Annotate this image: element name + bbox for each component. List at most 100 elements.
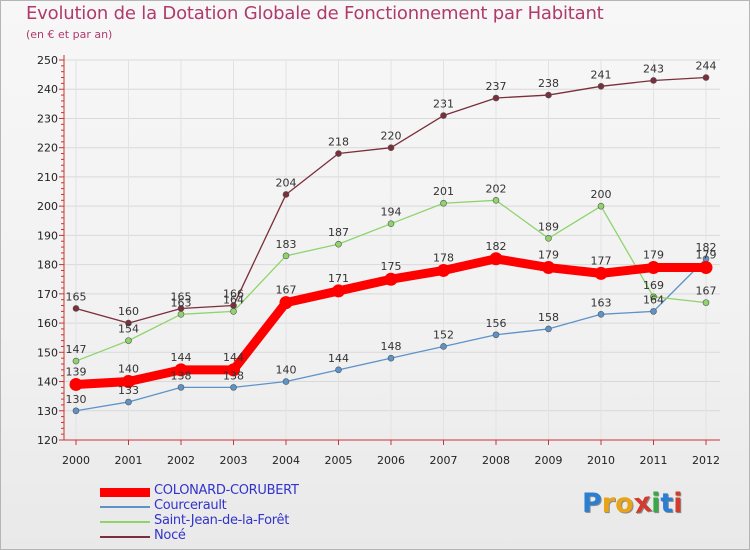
data-point-courcerault [650,308,657,315]
data-label-saint-jean-de-la-for-t: 194 [381,206,402,219]
data-point-noc [545,91,552,99]
logo-letter: i [673,488,683,519]
y-tick-label: 120 [37,434,58,447]
legend-label: Courcerault [154,498,227,513]
y-tick-label: 230 [37,112,58,125]
data-label-saint-jean-de-la-for-t: 147 [66,343,87,356]
data-label-colonard-corubert: 139 [66,365,87,378]
logo-letter: i [651,488,661,519]
data-point-colonard-corubert [69,377,83,391]
data-label-noc: 241 [591,68,612,81]
x-tick-label: 2010 [587,454,615,467]
data-label-saint-jean-de-la-for-t: 202 [486,182,507,195]
y-tick-label: 250 [37,54,58,67]
legend-swatch [100,536,150,538]
logo-letter: o [615,488,634,519]
data-point-courcerault [72,407,80,415]
data-label-noc: 243 [643,62,664,75]
data-point-colonard-corubert [174,363,188,377]
logo-letter: t [660,488,674,519]
legend-swatch [100,506,150,508]
x-tick-label: 2008 [482,454,510,467]
legend-item: Courcerault [100,498,420,515]
data-label-colonard-corubert: 179 [643,249,664,262]
data-point-noc [72,305,80,312]
legend-item: Saint-Jean-de-la-Forêt [100,513,420,530]
data-label-colonard-corubert: 178 [433,251,454,264]
data-point-noc [125,319,132,327]
data-label-colonard-corubert: 140 [118,363,139,376]
data-point-noc [387,144,395,151]
data-label-colonard-corubert: 179 [538,249,559,262]
data-label-saint-jean-de-la-for-t: 187 [328,226,349,239]
data-point-colonard-corubert [437,263,450,277]
y-tick-label: 150 [37,346,58,359]
data-label-noc: 231 [433,98,454,111]
data-label-courcerault: 138 [223,369,244,382]
data-point-courcerault [335,366,342,374]
grid-lines [64,59,720,440]
data-point-noc [440,112,447,119]
data-label-courcerault: 158 [538,311,559,324]
x-tick-label: 2005 [325,454,353,467]
data-point-saint-jean-de-la-for-t [177,311,185,318]
data-point-colonard-corubert [122,375,135,389]
data-point-noc [492,94,500,102]
y-tick-label: 240 [37,83,58,96]
data-point-saint-jean-de-la-for-t [545,235,552,242]
x-tick-label: 2002 [167,454,195,467]
data-label-noc: 238 [538,77,559,90]
data-label-noc: 165 [171,290,192,303]
data-label-noc: 204 [276,176,297,189]
data-point-courcerault [492,331,500,339]
data-point-courcerault [230,384,237,391]
data-label-courcerault: 144 [328,352,349,365]
data-point-colonard-corubert [699,261,713,275]
data-point-courcerault [440,343,447,350]
legend-label: COLONARD-CORUBERT [154,483,299,498]
x-tick-label: 2006 [377,454,405,467]
data-label-noc: 166 [223,288,244,301]
data-label-courcerault: 152 [433,328,454,341]
x-tick-label: 2011 [640,454,668,467]
data-point-courcerault [545,325,552,333]
data-point-colonard-corubert [542,261,555,275]
data-label-courcerault: 163 [591,296,612,309]
data-point-noc [230,302,237,309]
data-point-courcerault [177,384,185,391]
data-label-colonard-corubert: 144 [223,351,244,364]
data-label-saint-jean-de-la-for-t: 183 [276,238,297,251]
data-label-noc: 165 [66,290,87,303]
proxiti-logo: Proxiti [582,487,683,520]
data-point-noc [650,77,657,84]
data-point-saint-jean-de-la-for-t [702,299,710,306]
chart-title: Evolution de la Dotation Globale de Fonc… [26,3,604,24]
data-point-noc [335,150,342,157]
legend-label: Nocé [154,528,186,543]
data-label-noc: 244 [696,60,717,73]
y-tick-label: 140 [37,376,58,389]
data-point-noc [282,191,290,198]
data-label-saint-jean-de-la-for-t: 169 [643,279,664,292]
data-point-colonard-corubert [227,363,240,377]
data-point-noc [597,83,605,90]
data-point-saint-jean-de-la-for-t [282,252,290,260]
x-tick-label: 2012 [692,454,720,467]
y-tick-label: 160 [37,317,58,330]
data-label-saint-jean-de-la-for-t: 154 [118,323,139,336]
data-point-saint-jean-de-la-for-t [597,202,605,210]
data-point-saint-jean-de-la-for-t [335,240,342,248]
logo-letter: r [601,488,616,519]
data-point-colonard-corubert [332,284,345,298]
axes: 120 130 140 150 160 170 180 190 200 210 220 230 240 2… [37,54,720,467]
data-label-colonard-corubert: 167 [276,284,297,297]
data-label-courcerault: 138 [171,369,192,382]
legend-swatch [100,487,150,497]
chart-subtitle: (en € et par an) [26,28,113,41]
data-label-saint-jean-de-la-for-t: 167 [696,285,717,298]
data-label-courcerault: 164 [643,293,664,306]
x-tick-label: 2003 [220,454,248,467]
data-point-colonard-corubert [647,261,660,275]
data-label-noc: 220 [381,130,402,143]
data-label-colonard-corubert: 177 [591,254,612,267]
